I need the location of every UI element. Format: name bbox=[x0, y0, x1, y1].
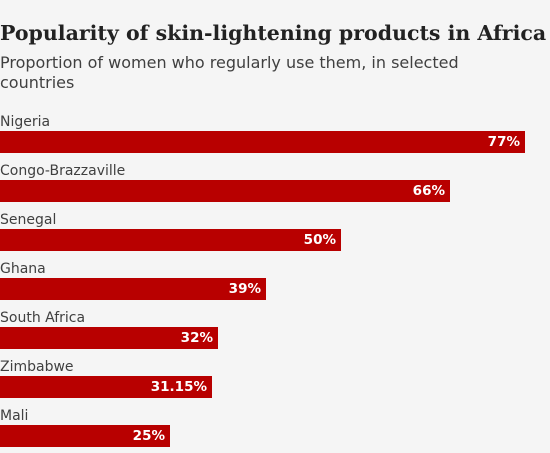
bar-value-label: 25% bbox=[132, 428, 165, 444]
chart-subtitle: Proportion of women who regularly use th… bbox=[0, 53, 459, 92]
bar-label: South Africa bbox=[0, 310, 86, 326]
chart-title: Popularity of skin-lightening products i… bbox=[0, 21, 547, 45]
bar-label: Senegal bbox=[0, 212, 57, 228]
bar-label: Zimbabwe bbox=[0, 359, 74, 375]
bar-value-label: 50% bbox=[303, 232, 336, 248]
bar-value-label: 66% bbox=[412, 183, 445, 199]
bar-value-label: 31.15% bbox=[150, 379, 207, 395]
bar: 77% bbox=[0, 131, 525, 153]
bar: 66% bbox=[0, 180, 450, 202]
bar-value-label: 39% bbox=[228, 281, 261, 297]
bar: 39% bbox=[0, 278, 266, 300]
bar-label: Mali bbox=[0, 408, 29, 424]
bar-label: Congo-Brazzaville bbox=[0, 163, 126, 179]
bar-value-label: 77% bbox=[487, 134, 520, 150]
bar-value-label: 32% bbox=[180, 330, 213, 346]
bar: 50% bbox=[0, 229, 341, 251]
bar-label: Nigeria bbox=[0, 114, 51, 130]
bar-label: Ghana bbox=[0, 261, 46, 277]
bar: 31.15% bbox=[0, 376, 212, 398]
bar: 32% bbox=[0, 327, 218, 349]
bar: 25% bbox=[0, 425, 170, 447]
